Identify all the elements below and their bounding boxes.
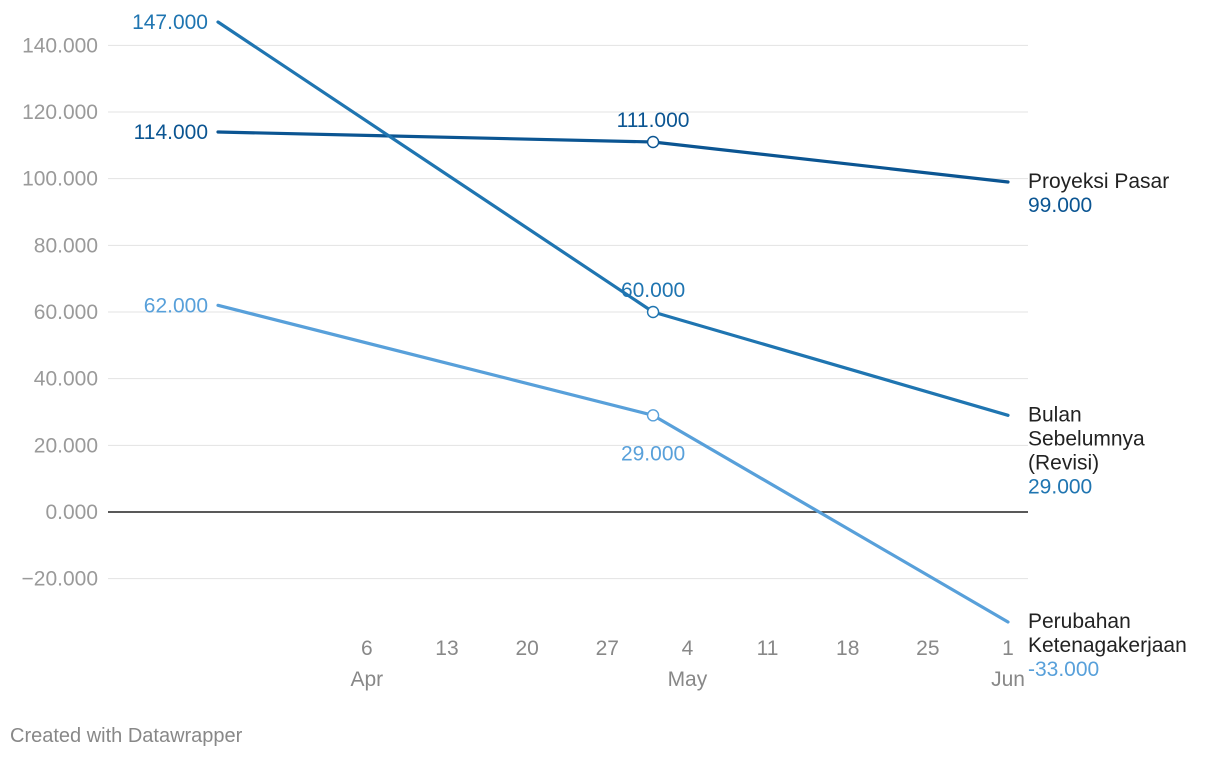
series-point-marker [646, 409, 660, 422]
x-tick-label: 20 [515, 637, 538, 660]
y-tick-label: 120.000 [22, 101, 98, 124]
footer-credit: Created with Datawrapper [10, 725, 243, 747]
x-tick-label: 6 [361, 637, 373, 660]
y-tick-label: 40.000 [34, 368, 98, 391]
y-tick-label: 60.000 [34, 301, 98, 324]
data-label: 60.000 [621, 279, 685, 302]
series-name-label: Perubahan [1028, 610, 1131, 633]
series-point-marker [646, 135, 660, 149]
series-name-label: Bulan [1028, 403, 1082, 426]
series-name-label: (Revisi) [1028, 451, 1099, 474]
x-tick-label: 27 [596, 637, 619, 660]
series-name-label: Proyeksi Pasar [1028, 170, 1169, 193]
line-chart: 140.000120.000100.00080.00060.00040.0002… [22, 11, 1187, 691]
data-label: 147.000 [132, 11, 208, 34]
y-tick-label: 100.000 [22, 168, 98, 191]
y-tick-label: −20.000 [22, 568, 99, 591]
series-point-marker [646, 305, 660, 319]
x-month-label: Jun [991, 668, 1025, 691]
x-tick-label: 13 [435, 637, 458, 660]
series-line [216, 303, 1010, 624]
x-tick-label: 25 [916, 637, 939, 660]
data-label: 111.000 [617, 109, 690, 132]
y-tick-label: 80.000 [34, 234, 98, 257]
data-label: 29.000 [621, 442, 685, 465]
series-line [216, 130, 1010, 184]
x-tick-label: 1 [1002, 637, 1014, 660]
data-label: 62.000 [144, 294, 208, 317]
x-tick-label: 11 [757, 637, 779, 660]
x-month-label: Apr [350, 668, 383, 691]
y-tick-label: 0.000 [45, 501, 98, 524]
data-label: 29.000 [1028, 475, 1092, 498]
data-label: 99.000 [1028, 194, 1092, 217]
series-name-label: Ketenagakerjaan [1028, 634, 1187, 657]
x-tick-label: 18 [836, 637, 859, 660]
y-tick-label: 20.000 [34, 434, 98, 457]
x-month-label: May [668, 668, 708, 691]
series-name-label: Sebelumnya [1028, 427, 1145, 450]
data-label: 114.000 [134, 121, 208, 144]
data-label: -33.000 [1028, 658, 1099, 681]
series-line [216, 20, 1010, 417]
x-tick-label: 4 [682, 637, 694, 660]
y-tick-label: 140.000 [22, 34, 98, 57]
